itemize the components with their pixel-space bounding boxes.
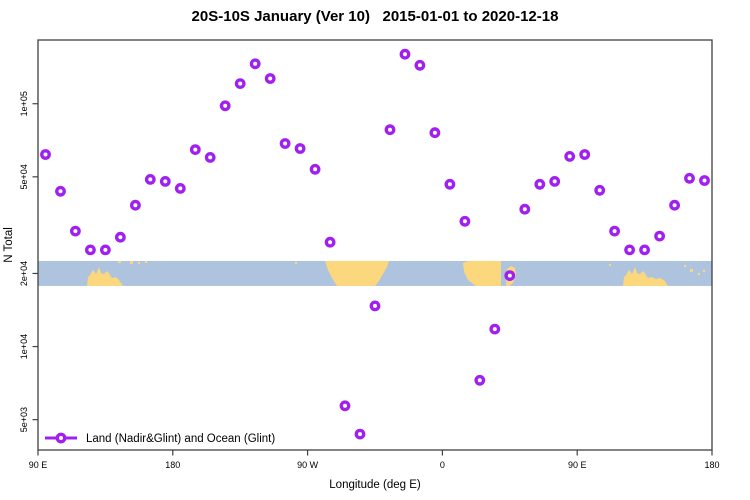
data-point-marker xyxy=(144,173,156,185)
data-point-marker xyxy=(115,231,126,243)
island-speck xyxy=(118,260,121,263)
island-speck xyxy=(609,263,611,266)
data-point-marker xyxy=(654,230,665,242)
data-points xyxy=(40,48,710,440)
data-point-marker xyxy=(549,175,561,187)
data-point-marker xyxy=(669,199,680,211)
y-tick-label: 1e+04 xyxy=(19,334,29,359)
y-tick-label: 5e+04 xyxy=(19,164,29,189)
island-speck xyxy=(138,261,140,264)
data-point-marker xyxy=(399,48,411,60)
data-point-marker xyxy=(189,144,201,156)
island-speck xyxy=(145,260,147,263)
x-tick-label: 90 E xyxy=(568,460,587,470)
x-tick-label: 180 xyxy=(165,460,180,470)
y-axis: 5e+03 1e+04 2e+04 5e+04 1e+05 xyxy=(19,91,38,432)
data-point-marker xyxy=(339,400,351,412)
land-patch xyxy=(463,260,501,286)
data-point-marker xyxy=(684,172,695,184)
island-speck xyxy=(690,268,693,272)
data-point-marker xyxy=(594,184,606,196)
data-point-marker xyxy=(279,138,291,149)
x-tick-label: 90 E xyxy=(29,460,48,470)
island-speck xyxy=(703,269,705,272)
data-point-marker xyxy=(324,236,336,248)
y-tick-label: 5e+03 xyxy=(19,407,29,432)
island-speck xyxy=(684,264,686,267)
x-axis: 90 E 180 90 W 0 90 E 180 xyxy=(29,450,720,470)
plot-border xyxy=(37,39,713,451)
data-point-marker xyxy=(579,149,591,160)
x-tick-label: 180 xyxy=(704,460,719,470)
data-point-marker xyxy=(474,374,486,386)
data-point-marker xyxy=(70,225,81,237)
legend: Land (Nadir&Glint) and Ocean (Glint) xyxy=(45,432,275,445)
y-axis-title: N Total xyxy=(3,227,15,263)
data-point-marker xyxy=(309,163,321,175)
data-point-marker xyxy=(204,151,216,163)
data-point-marker xyxy=(564,150,576,162)
data-point-marker xyxy=(489,323,501,335)
data-point-marker xyxy=(129,199,141,211)
data-point-marker xyxy=(174,182,186,194)
land-patch xyxy=(623,266,668,286)
chart-title: 20S-10S January (Ver 10) 2015-01-01 to 2… xyxy=(191,8,559,25)
island-speck xyxy=(130,260,133,264)
data-point-marker xyxy=(159,175,171,187)
data-point-marker xyxy=(429,127,441,139)
x-axis-title: Longitude (deg E) xyxy=(329,479,421,491)
island-speck xyxy=(295,261,297,264)
data-point-marker xyxy=(249,58,261,70)
x-tick-label: 0 xyxy=(440,460,445,470)
data-point-marker xyxy=(234,78,246,90)
y-tick-label: 2e+04 xyxy=(19,261,29,286)
land-patch xyxy=(87,266,123,286)
legend-marker-icon xyxy=(55,432,67,444)
data-point-marker xyxy=(609,225,620,237)
data-point-marker xyxy=(100,244,111,256)
data-point-marker xyxy=(639,244,650,256)
data-point-marker xyxy=(294,143,306,154)
land-patches xyxy=(87,260,705,286)
data-point-marker xyxy=(504,270,516,281)
data-point-marker xyxy=(624,244,635,256)
data-point-marker xyxy=(384,124,396,136)
land-patch xyxy=(325,260,389,286)
y-tick-label: 1e+05 xyxy=(19,91,29,116)
x-tick-label: 90 W xyxy=(297,460,319,470)
map-band xyxy=(38,260,712,286)
data-point-marker xyxy=(534,178,546,190)
data-point-marker xyxy=(219,100,231,112)
data-point-marker xyxy=(264,73,276,84)
data-point-marker xyxy=(414,59,426,71)
data-point-marker xyxy=(699,175,710,186)
legend-label: Land (Nadir&Glint) and Ocean (Glint) xyxy=(86,433,275,445)
data-point-marker xyxy=(354,428,366,440)
data-point-marker xyxy=(85,244,96,256)
data-point-marker xyxy=(519,203,531,215)
data-point-marker xyxy=(459,215,471,227)
data-point-marker xyxy=(40,149,51,160)
data-point-marker xyxy=(55,185,66,197)
island-speck xyxy=(698,272,700,275)
data-point-marker xyxy=(369,300,381,312)
data-point-marker xyxy=(444,178,456,190)
